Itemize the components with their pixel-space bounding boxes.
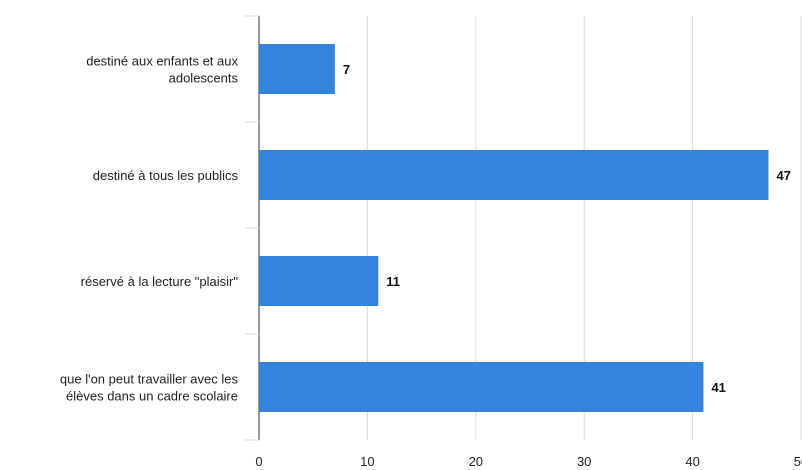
category-label-line: adolescents — [169, 71, 239, 86]
category-label: destiné aux enfants et aux adolescents — [86, 54, 238, 86]
data-labels: 7 47 11 41 — [343, 62, 791, 395]
bar — [259, 362, 704, 412]
category-label-line: réservé à la lecture "plaisir" — [81, 274, 239, 289]
category-labels: destiné aux enfants et aux adolescentsdes… — [60, 54, 239, 404]
category-axis — [245, 15, 260, 441]
x-tick-label: 30 — [577, 454, 591, 469]
category-label: que l'on peut travailler avec les élèves … — [60, 372, 239, 404]
category-label-line: destiné à tous les publics — [93, 168, 239, 183]
bar — [259, 150, 769, 200]
category-label-line: destiné aux enfants et aux — [86, 54, 238, 69]
x-tick-label: 40 — [685, 454, 699, 469]
data-label: 7 — [343, 62, 350, 77]
x-axis-tick-labels: 0 10 20 30 40 50 — [255, 454, 802, 469]
data-label: 11 — [386, 274, 400, 289]
category-label-line: que l'on peut travailler avec les — [60, 372, 239, 387]
bar — [259, 256, 379, 306]
bar — [259, 44, 335, 94]
x-tick-label: 0 — [255, 454, 262, 469]
category-label-line: élèves dans un cadre scolaire — [66, 389, 238, 404]
data-label: 41 — [711, 380, 725, 395]
bars — [259, 44, 769, 412]
x-tick-label: 20 — [469, 454, 483, 469]
category-label: réservé à la lecture "plaisir" — [81, 274, 239, 289]
x-tick-label: 10 — [360, 454, 374, 469]
data-label: 47 — [776, 168, 790, 183]
category-label: destiné à tous les publics — [93, 168, 239, 183]
x-tick-label: 50 — [794, 454, 802, 469]
